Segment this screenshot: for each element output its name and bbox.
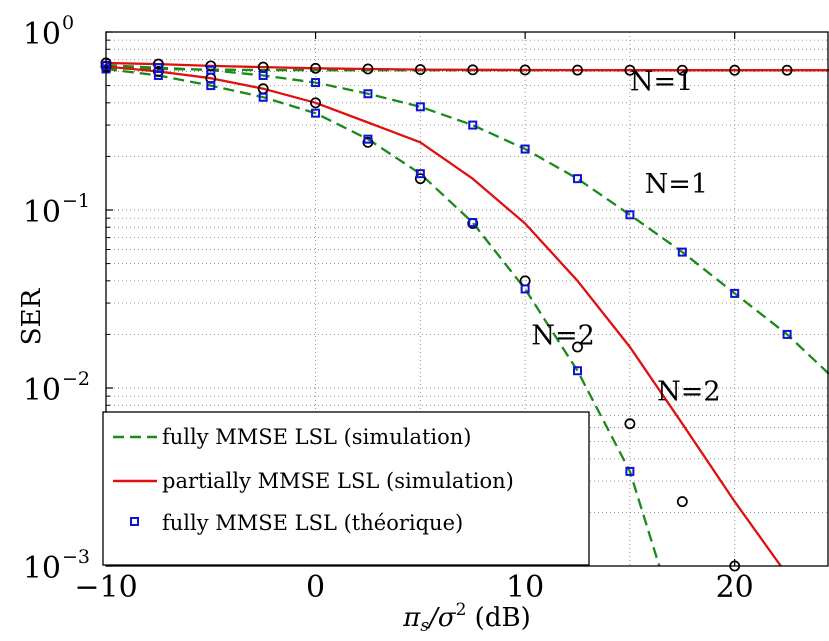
series-7-point (782, 329, 792, 339)
x-label-sub: s (420, 616, 429, 636)
legend-label-partially-simulation: partially MMSE LSL (simulation) (162, 469, 514, 493)
series-5-point (781, 64, 793, 76)
series-6-point (676, 496, 688, 508)
legend-label-fully-simulation: fully MMSE LSL (simulation) (162, 425, 472, 449)
series-5-point (519, 64, 531, 76)
series-6-point (152, 66, 164, 77)
series-5-point (310, 62, 322, 74)
series-0-line (105, 64, 829, 375)
annotation-3: N=2 (657, 377, 720, 408)
x-label-base: π (402, 603, 421, 633)
series-7-point (677, 247, 687, 257)
x-tick-label-0: −10 (74, 570, 137, 605)
series-6-point (572, 341, 583, 353)
series-6-point (362, 136, 374, 148)
series-8-point (206, 81, 216, 91)
series-5-point (362, 63, 374, 75)
series-5-point (729, 64, 741, 76)
series-6-point (414, 173, 426, 185)
annotation-0: N=1 (630, 66, 693, 97)
series-7-point (415, 102, 425, 112)
series-5-point (624, 64, 636, 76)
legend-box (102, 411, 590, 566)
series-layer (105, 61, 829, 567)
y-tick-exponent-1: −1 (62, 190, 90, 212)
series-8-point (311, 108, 321, 118)
series-4-line (105, 65, 782, 567)
legend: fully MMSE LSL (simulation) partially MM… (102, 411, 590, 566)
series-5-point (467, 64, 479, 76)
series-8-point (520, 284, 530, 294)
series-5-point (676, 64, 688, 76)
x-tick-label-2: 10 (506, 570, 544, 605)
series-7-point (573, 174, 583, 184)
x-label-sup: 2 (456, 600, 467, 620)
series-5-point (572, 64, 583, 76)
series-3-line (105, 61, 829, 72)
series-7-point (311, 78, 321, 88)
series-8-point (153, 70, 163, 80)
series-8-point (415, 169, 425, 179)
y-tick-label-2: 10 (23, 373, 61, 408)
x-label-tail: (dB) (466, 603, 530, 633)
series-7-point (625, 210, 635, 220)
series-6-point (624, 418, 636, 430)
series-6-point (310, 97, 322, 109)
annotation-2: N=2 (531, 321, 594, 352)
legend-swatch-fully-theory (130, 517, 139, 526)
series-8-point (468, 218, 478, 228)
series-7-point (520, 144, 530, 154)
series-7-point (258, 70, 268, 80)
series-8-point (625, 466, 635, 476)
y-tick-exponent-2: −2 (62, 368, 90, 390)
series-7-point (206, 65, 216, 75)
x-tick-label-3: 20 (716, 570, 754, 605)
series-7-point (468, 120, 478, 130)
y-tick-exponent-0: 0 (62, 12, 74, 34)
y-tick-label-1: 10 (23, 195, 61, 230)
annotation-layer: N=1 N=1 N=2 N=2 (531, 66, 720, 407)
plot-frame (105, 31, 829, 567)
series-7-point (730, 288, 740, 298)
series-5-point (152, 58, 164, 70)
y-axis-label: SER (17, 287, 47, 345)
x-tick-label-1: 0 (306, 570, 325, 605)
series-7-point (363, 89, 373, 99)
series-5-point (414, 64, 426, 76)
x-label-mid: /σ (426, 603, 457, 633)
series-8-point (258, 92, 268, 102)
series-5-point (205, 60, 217, 72)
x-axis-label: πs/σ2 (dB) (402, 600, 530, 636)
y-tick-label-3: 10 (23, 551, 61, 586)
y-tick-label-0: 10 (23, 17, 61, 52)
series-8-point (573, 366, 583, 376)
legend-label-fully-theory: fully MMSE LSL (théorique) (162, 511, 463, 535)
series-8-point (363, 134, 373, 144)
y-tick-exponent-3: −3 (62, 546, 90, 568)
annotation-1: N=1 (645, 169, 708, 200)
